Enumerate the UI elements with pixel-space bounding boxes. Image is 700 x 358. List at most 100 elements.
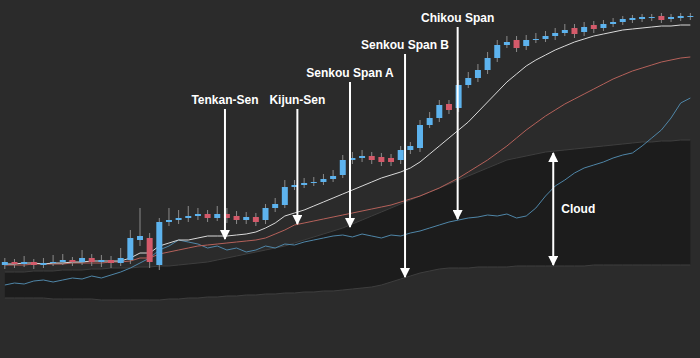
candle-body [436, 105, 442, 118]
candle-body [591, 25, 597, 29]
candle-body [359, 156, 365, 158]
candle-body [108, 260, 114, 263]
candle-wick [313, 177, 314, 186]
candle-body [378, 157, 384, 162]
candle-body [243, 217, 249, 220]
candle-wick [188, 206, 189, 222]
candle-wick [120, 248, 121, 266]
candle-body [60, 260, 66, 262]
candle-body [533, 39, 539, 40]
candle-body [562, 30, 568, 33]
candle-body [465, 78, 471, 85]
candle-body [166, 220, 172, 222]
candle-wick [53, 255, 54, 266]
candle-body [11, 262, 17, 264]
candle-wick [140, 208, 141, 246]
candle-body [147, 238, 153, 262]
candle-body [407, 146, 413, 150]
candle-body [639, 17, 645, 19]
candle-body [320, 179, 326, 182]
candle-wick [535, 33, 536, 43]
candle-body [89, 258, 95, 262]
candle-body [571, 28, 577, 34]
candle-body [2, 262, 8, 265]
candle-body [118, 258, 124, 263]
background [0, 0, 700, 358]
candle-body [185, 216, 191, 218]
candle-body [214, 214, 220, 218]
annotation-label: Chikou Span [421, 11, 494, 25]
candle-body [311, 182, 317, 183]
candle-body [494, 45, 500, 58]
candle-wick [62, 254, 63, 265]
candle-body [50, 262, 56, 263]
candle-body [658, 16, 664, 20]
annotation-arrow [224, 109, 226, 239]
annotation-label: Tenkan-Sen [191, 93, 258, 107]
candle-body [40, 263, 46, 265]
candle-body [600, 24, 606, 28]
candle-body [629, 18, 635, 20]
annotation-label: Senkou Span B [361, 38, 449, 52]
candle-body [388, 158, 394, 162]
chart: Tenkan-Sen Kijun-Sen Senkou Span A Senkou S… [0, 0, 700, 358]
candle-wick [82, 250, 83, 265]
candle-body [156, 222, 162, 265]
candle-body [21, 262, 27, 264]
candle-body [253, 217, 259, 222]
candle-body [504, 42, 510, 45]
candle-body [195, 214, 201, 216]
candle-body [649, 17, 655, 18]
candle-body [485, 58, 491, 70]
candle-body [205, 214, 211, 218]
annotation-arrow [457, 27, 459, 219]
plot-area [2, 13, 694, 300]
indicator-line [5, 25, 691, 264]
candle-body [678, 16, 684, 18]
candle-body [127, 238, 133, 260]
indicator-line [5, 57, 691, 265]
candle-body [543, 36, 549, 39]
candle-wick [24, 256, 25, 267]
candle-body [31, 262, 37, 265]
candle-body [417, 125, 423, 148]
annotation-arrow [552, 153, 554, 265]
candle-body [514, 40, 520, 48]
candle-body [475, 70, 481, 78]
candle-body [301, 183, 307, 185]
annotations: Tenkan-Sen Kijun-Sen Senkou Span A Senkou S… [191, 11, 595, 277]
senkou-span-a [5, 140, 691, 272]
annotation-label: Kijun-Sen [269, 93, 325, 107]
candle-body [552, 33, 558, 36]
candle-body [69, 260, 75, 262]
candle-body [687, 16, 693, 17]
candle-body [523, 40, 529, 46]
candle-body [263, 208, 269, 220]
candle-wick [178, 210, 179, 224]
candle-body [176, 218, 182, 220]
candle-body [369, 156, 375, 160]
candle-body [282, 187, 288, 205]
annotation-arrow [349, 82, 351, 227]
candles [2, 13, 694, 270]
candle-body [340, 160, 346, 175]
candle-body [137, 236, 143, 240]
annotation-arrow [404, 54, 406, 277]
candle-body [398, 150, 404, 160]
candle-body [234, 216, 240, 220]
annotation-label: Cloud [561, 202, 595, 216]
candle-body [427, 118, 433, 125]
candle-body [98, 260, 104, 262]
candle-wick [217, 206, 218, 221]
candle-body [79, 258, 85, 262]
candle-body [620, 19, 626, 22]
candle-body [668, 17, 674, 19]
candle-body [581, 27, 587, 32]
annotation-label: Senkou Span A [306, 66, 394, 80]
candle-body [272, 204, 278, 208]
annotation-arrow [296, 109, 298, 224]
senkou-span-b [5, 265, 691, 300]
candle-body [446, 104, 452, 110]
candle-body [330, 176, 336, 179]
candle-wick [168, 208, 169, 226]
